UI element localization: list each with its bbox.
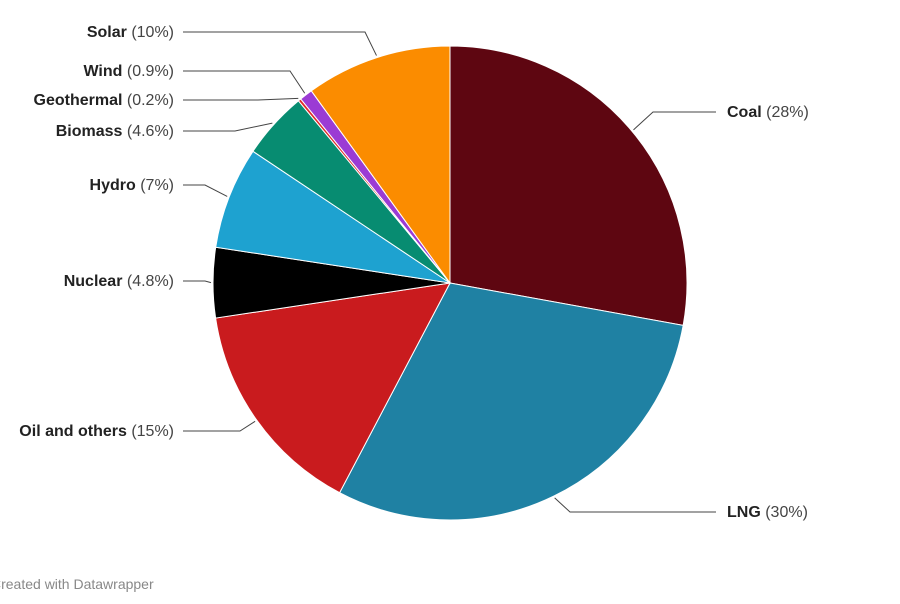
- leader-line-wind: [183, 70, 306, 94]
- labels-layer: Coal (28%) LNG (30%) Oil and others (15%) N…: [19, 24, 809, 521]
- leader-lines-layer: [183, 31, 716, 513]
- leader-line-nuclear: [183, 280, 212, 284]
- slice-label-name: Coal: [727, 104, 762, 121]
- slice-label-percent: (28%): [762, 104, 809, 121]
- slice-label-percent: (10%): [127, 24, 174, 41]
- credit-text[interactable]: Created with Datawrapper: [0, 576, 154, 592]
- slice-label-lng: LNG (30%): [727, 504, 808, 521]
- slice-label-percent: (4.8%): [122, 273, 174, 290]
- slice-label-wind: Wind (0.9%): [83, 63, 174, 80]
- slice-label-percent: (30%): [761, 504, 808, 521]
- leader-line-hydro: [183, 184, 228, 197]
- slice-label-solar: Solar (10%): [87, 24, 174, 41]
- slice-label-nuclear: Nuclear (4.8%): [64, 273, 174, 290]
- leader-line-biomass: [183, 122, 273, 132]
- slices-layer: [212, 45, 688, 521]
- slice-label-name: LNG: [727, 504, 761, 521]
- leader-line-geothermal: [183, 97, 299, 101]
- leader-line-lng: [554, 497, 716, 513]
- pie-slice-oil-and-others[interactable]: [215, 282, 451, 494]
- slice-label-percent: (4.6%): [122, 123, 174, 140]
- slice-label-biomass: Biomass (4.6%): [56, 123, 174, 140]
- leader-line-solar: [183, 31, 377, 56]
- slice-label-percent: (15%): [127, 423, 174, 440]
- pie-slice-solar[interactable]: [310, 45, 451, 285]
- pie-slice-coal[interactable]: [449, 45, 688, 326]
- slice-label-name: Nuclear: [64, 273, 123, 290]
- leader-line-coal: [633, 111, 716, 131]
- slice-label-name: Wind: [83, 63, 122, 80]
- slice-label-hydro: Hydro (7%): [90, 177, 174, 194]
- slice-label-name: Solar: [87, 24, 127, 41]
- slice-label-coal: Coal (28%): [727, 104, 809, 121]
- pie-slice-hydro[interactable]: [215, 150, 451, 284]
- slice-label-percent: (7%): [136, 177, 174, 194]
- slice-label-name: Oil and others: [19, 423, 127, 440]
- slice-label-name: Hydro: [90, 177, 136, 194]
- slice-label-oil-and-others: Oil and others (15%): [19, 423, 174, 440]
- slice-label-name: Geothermal: [34, 92, 123, 109]
- leader-line-oil-and-others: [183, 420, 256, 432]
- pie-slice-lng[interactable]: [338, 282, 684, 521]
- slice-label-name: Biomass: [56, 123, 123, 140]
- slice-label-geothermal: Geothermal (0.2%): [34, 92, 175, 109]
- slice-label-percent: (0.9%): [122, 63, 174, 80]
- slice-label-percent: (0.2%): [122, 92, 174, 109]
